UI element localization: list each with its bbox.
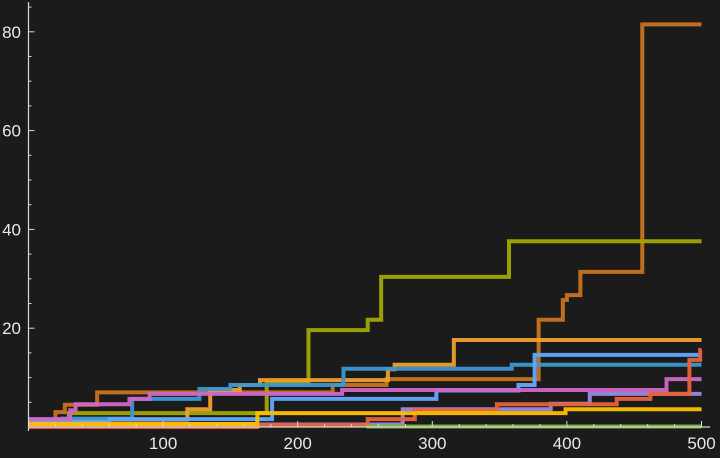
series-orange — [28, 338, 702, 422]
series-dark-orange — [28, 22, 702, 425]
x-tick-label: 200 — [284, 434, 312, 453]
series-red — [28, 347, 703, 429]
y-tick-label: 80 — [2, 23, 21, 42]
x-tick-label: 400 — [553, 434, 581, 453]
series-light-blue — [28, 352, 702, 425]
series-lavender — [28, 391, 702, 427]
series-pink — [28, 377, 702, 422]
y-tick-label: 20 — [2, 319, 21, 338]
x-tick-label: 300 — [418, 434, 446, 453]
y-tick-label: 40 — [2, 220, 21, 239]
series-yellow — [28, 407, 702, 427]
y-tick-label: 60 — [2, 122, 21, 141]
x-tick-label: 500 — [687, 434, 715, 453]
x-tick-label: 100 — [149, 434, 177, 453]
series-blue — [28, 362, 702, 425]
series-olive — [28, 239, 702, 426]
